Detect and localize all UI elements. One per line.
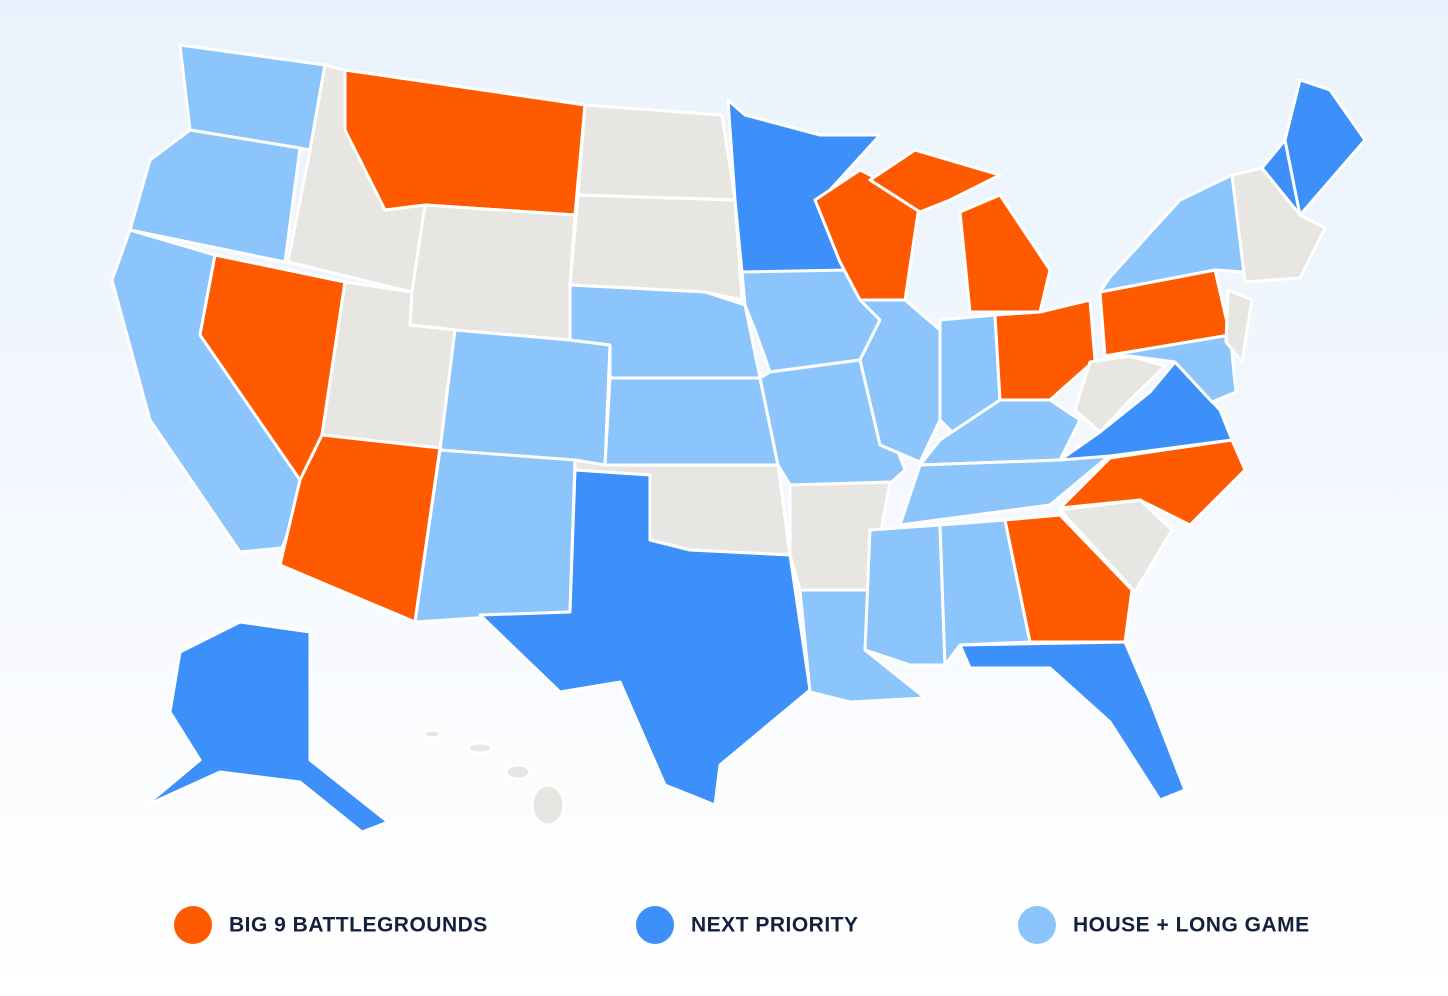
state bbox=[1224, 288, 1254, 364]
legend-swatch bbox=[174, 906, 212, 944]
legend-label: HOUSE + LONG GAME bbox=[1073, 914, 1310, 937]
state bbox=[576, 103, 737, 202]
state bbox=[568, 193, 744, 302]
state bbox=[278, 433, 442, 624]
state bbox=[413, 448, 577, 624]
island bbox=[504, 763, 532, 781]
state bbox=[603, 376, 780, 467]
state bbox=[143, 620, 390, 834]
legend-label: NEXT PRIORITY bbox=[691, 914, 859, 937]
state bbox=[343, 68, 587, 217]
state bbox=[898, 453, 1112, 527]
state bbox=[958, 640, 1187, 802]
legend-swatch bbox=[636, 906, 674, 944]
legend-label: BIG 9 BATTLEGROUNDS bbox=[229, 914, 488, 937]
island bbox=[530, 783, 566, 827]
legend-swatch bbox=[1018, 906, 1056, 944]
state bbox=[858, 298, 942, 464]
state bbox=[128, 128, 302, 264]
state bbox=[993, 298, 1097, 402]
state bbox=[408, 203, 577, 342]
state bbox=[1283, 78, 1367, 217]
state bbox=[868, 148, 1002, 214]
state bbox=[1098, 173, 1247, 294]
states bbox=[110, 43, 1367, 834]
state bbox=[863, 523, 947, 667]
island bbox=[422, 728, 442, 740]
state bbox=[1003, 513, 1134, 644]
island bbox=[466, 741, 494, 755]
state bbox=[478, 468, 812, 807]
state bbox=[438, 328, 612, 467]
state bbox=[958, 193, 1052, 314]
legend: BIG 9 BATTLEGROUNDS NEXT PRIORITY HOUSE + … bbox=[174, 906, 1310, 944]
state bbox=[1058, 438, 1247, 527]
